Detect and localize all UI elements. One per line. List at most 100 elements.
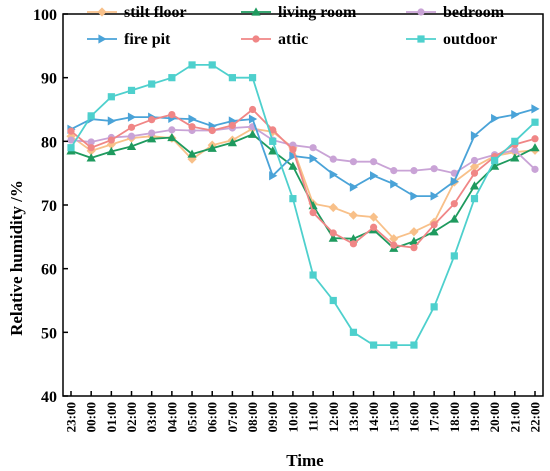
data-point-outdoor <box>370 341 378 349</box>
data-point-fire-pit <box>127 112 137 122</box>
data-point-living-room <box>348 234 359 243</box>
data-point-bedroom <box>450 169 458 177</box>
data-point-attic <box>248 105 257 114</box>
plot-frame <box>62 13 544 397</box>
data-point-outdoor <box>188 61 196 69</box>
y-axis-title: Relative humidity /% <box>7 180 26 336</box>
legend-item-outdoor: outdoor <box>406 31 497 48</box>
y-tick-label: 100 <box>33 7 57 24</box>
data-point-attic <box>188 123 196 131</box>
data-point-outdoor <box>410 341 418 349</box>
data-point-attic <box>228 121 236 130</box>
data-point-fire-pit <box>450 176 459 187</box>
legend-item-stilt-floor: stilt floor <box>87 4 187 21</box>
data-point-outdoor <box>450 252 458 260</box>
data-point-attic <box>390 241 398 249</box>
data-point-bedroom <box>87 138 95 146</box>
x-tick-label: 08:00 <box>245 402 260 432</box>
legend-item-fire-pit: fire pit <box>87 31 171 48</box>
legend-item-living-room: living room <box>241 4 357 21</box>
data-point-fire-pit <box>390 179 399 189</box>
data-point-bedroom <box>168 126 176 134</box>
legend-marker <box>251 7 261 16</box>
legend: stilt floor living room bedroom fire pit att… <box>87 4 505 48</box>
data-point-outdoor <box>430 303 438 311</box>
data-point-outdoor <box>208 61 216 69</box>
y-tick-label: 90 <box>41 71 57 88</box>
data-point-fire-pit <box>410 191 419 201</box>
data-point-outdoor <box>531 118 539 126</box>
x-tick-label: 07:00 <box>225 402 240 432</box>
data-point-living-room <box>288 161 298 170</box>
data-point-living-room <box>86 153 96 162</box>
data-point-fire-pit <box>370 171 379 181</box>
x-tick-label: 15:00 <box>386 402 401 432</box>
data-point-attic <box>87 144 95 152</box>
data-point-stilt-floor <box>469 162 480 172</box>
x-tick-label: 03:00 <box>144 402 159 432</box>
data-point-stilt-floor <box>348 210 359 220</box>
data-point-living-room <box>147 134 157 143</box>
data-point-living-room <box>268 146 278 155</box>
series-layer <box>66 61 540 349</box>
data-point-living-room <box>409 236 419 245</box>
data-point-fire-pit <box>491 113 500 124</box>
series-outdoor <box>67 61 539 349</box>
data-point-attic <box>450 200 458 208</box>
legend-label: bedroom <box>443 4 505 21</box>
data-point-outdoor <box>168 74 176 82</box>
data-point-attic <box>349 240 358 248</box>
data-point-attic <box>531 135 539 143</box>
data-point-bedroom <box>148 129 156 137</box>
x-tick-label: 01:00 <box>104 402 119 432</box>
data-point-outdoor <box>309 271 317 279</box>
data-point-living-room <box>227 138 237 147</box>
y-tick-label: 40 <box>41 389 57 406</box>
data-point-bedroom <box>370 158 378 166</box>
x-tick-label: 10:00 <box>285 402 300 432</box>
data-point-fire-pit <box>107 116 116 126</box>
x-tick-label: 06:00 <box>205 402 220 432</box>
legend-marker <box>252 35 260 43</box>
x-tick-label: 11:00 <box>306 402 321 432</box>
x-tick-label: 16:00 <box>406 402 421 432</box>
x-tick-label: 14:00 <box>366 402 381 432</box>
data-point-stilt-floor <box>328 202 338 213</box>
y-tick-label: 60 <box>41 262 57 279</box>
data-point-bedroom <box>531 165 539 173</box>
data-point-outdoor <box>228 74 236 82</box>
data-point-living-room <box>530 143 540 152</box>
data-point-bedroom <box>430 165 438 173</box>
legend-marker <box>417 8 425 16</box>
data-point-attic <box>208 126 216 135</box>
data-point-fire-pit <box>309 153 318 164</box>
data-point-fire-pit <box>531 104 540 114</box>
data-point-attic <box>289 146 297 154</box>
data-point-outdoor <box>248 74 257 82</box>
data-point-bedroom <box>349 158 358 166</box>
data-point-attic <box>67 127 75 135</box>
legend-marker <box>97 7 107 17</box>
series-living-room <box>66 129 540 252</box>
data-point-outdoor <box>67 144 75 152</box>
series-fire-pit <box>67 104 540 201</box>
x-tick-label: 17:00 <box>427 402 442 432</box>
y-tick-label: 80 <box>41 134 57 151</box>
data-point-fire-pit <box>470 131 480 141</box>
x-tick-label: 00:00 <box>84 402 99 432</box>
data-point-living-room <box>187 149 197 158</box>
data-point-outdoor <box>127 86 136 94</box>
data-point-fire-pit <box>329 169 338 180</box>
data-point-fire-pit <box>511 109 520 120</box>
data-point-bedroom <box>127 132 136 140</box>
series-line-living-room <box>70 133 536 250</box>
data-point-living-room <box>429 227 439 236</box>
data-point-bedroom <box>390 167 398 175</box>
data-point-attic <box>410 244 418 252</box>
data-point-fire-pit <box>349 182 359 192</box>
data-point-attic <box>430 221 438 229</box>
x-tick-label: 12:00 <box>326 402 341 432</box>
legend-label: stilt floor <box>124 4 187 21</box>
data-point-attic <box>127 123 136 131</box>
data-point-bedroom <box>470 156 479 165</box>
